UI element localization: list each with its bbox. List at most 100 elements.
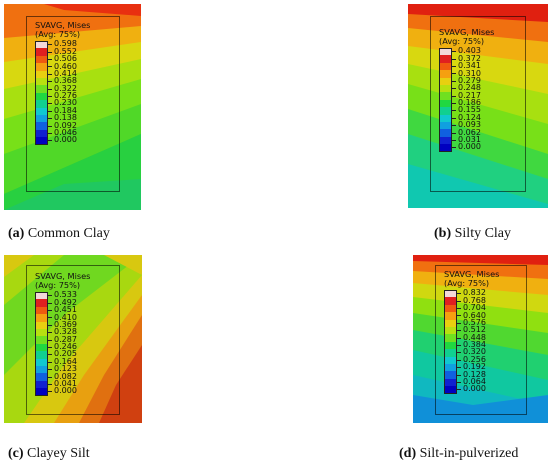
legend-swatch (35, 122, 48, 130)
legend-value: 0.414 (54, 68, 77, 78)
legend-row: 0.000 (444, 385, 499, 394)
legend-tick (48, 317, 52, 319)
legend-row: 0.186 (439, 98, 494, 108)
legend-swatch (444, 297, 457, 305)
legend-swatch (444, 341, 457, 350)
legend-row: 0.512 (444, 325, 499, 335)
legend-row: 0.093 (439, 120, 494, 130)
legend-row: 0.310 (439, 68, 494, 78)
legend-swatch (444, 371, 457, 379)
caption-c: (c) Clayey Silt (8, 446, 90, 462)
legend-row: 0.640 (444, 311, 499, 320)
legend-subtitle: (Avg: 75%) (35, 29, 81, 40)
legend-swatch (35, 92, 48, 101)
legend-row: 0.533 (35, 290, 90, 300)
legend-row: 0.276 (35, 91, 90, 101)
caption-text: Common Clay (24, 226, 110, 241)
legend-value: 0.310 (458, 68, 481, 78)
legend-tick (48, 59, 52, 60)
legend-rows: 0.598 0.552 0.506 0.460 0.414 0.368 0.322 0.276… (35, 40, 90, 145)
legend-tick (48, 376, 52, 378)
legend-swatch (35, 373, 48, 381)
legend-d: SVAVG, Mises (Avg: 75%) 0.832 0.768 0.704 0… (444, 269, 500, 394)
legend-swatch (444, 312, 457, 320)
legend-row: 0.062 (439, 127, 494, 137)
legend-value: 0.552 (54, 46, 77, 56)
legend-tick (48, 88, 52, 90)
section-outline-c (26, 265, 120, 415)
legend-swatch (439, 99, 452, 108)
section-outline-a (26, 16, 120, 192)
caption-letter: (b) (434, 226, 452, 241)
legend-tick (452, 51, 456, 53)
legend-swatch (35, 55, 48, 64)
legend-value: 0.320 (463, 347, 486, 357)
legend-value: 0.256 (463, 354, 486, 364)
legend-row: 0.000 (35, 135, 90, 145)
legend-tick (48, 95, 52, 97)
legend-swatch (35, 351, 48, 359)
legend-value: 0.186 (458, 98, 481, 108)
legend-row: 0.000 (35, 387, 90, 396)
legend-value: 0.192 (463, 362, 486, 372)
legend-value: 0.512 (463, 325, 486, 335)
legend-subtitle: (Avg: 75%) (444, 278, 490, 289)
legend-swatch (35, 292, 48, 300)
legend-tick (457, 293, 461, 295)
legend-tick (457, 330, 461, 332)
legend-swatch (444, 334, 457, 342)
legend-tick (452, 58, 456, 60)
legend-value: 0.533 (54, 290, 77, 300)
legend-tick (48, 132, 52, 134)
legend-value: 0.217 (458, 90, 481, 100)
legend-row: 0.155 (439, 106, 494, 115)
legend-value: 0.064 (463, 377, 486, 387)
legend-row: 0.184 (35, 106, 90, 115)
legend-value: 0.704 (463, 303, 486, 313)
legend-value: 0.328 (54, 327, 77, 337)
legend-tick (452, 132, 456, 134)
legend-title: SVAVG, Mises (444, 269, 500, 279)
legend-value: 0.031 (458, 135, 481, 145)
legend-row: 0.384 (444, 340, 499, 350)
legend-value: 0.093 (458, 120, 481, 130)
legend-swatch (439, 77, 452, 85)
legend-row: 0.082 (35, 372, 90, 381)
legend-tick (48, 324, 52, 326)
legend-swatch (35, 85, 48, 93)
legend-value: 0.448 (463, 332, 486, 342)
legend-swatch (35, 70, 48, 78)
legend-row: 0.410 (35, 313, 90, 322)
legend-tick (48, 73, 52, 75)
legend-swatch (35, 358, 48, 366)
legend-tick (48, 302, 52, 304)
legend-swatch (444, 363, 457, 372)
legend-row: 0.217 (439, 90, 494, 100)
legend-tick (48, 118, 52, 120)
legend-row: 0.046 (35, 128, 90, 138)
legend-tick (48, 391, 52, 393)
legend-swatch (35, 314, 48, 322)
legend-value: 0.062 (458, 127, 481, 137)
legend-value: 0.000 (54, 135, 77, 145)
legend-row: 0.138 (35, 113, 90, 123)
legend-tick (48, 295, 52, 297)
legend-value: 0.372 (458, 53, 481, 63)
legend-b: SVAVG, Mises (Avg: 75%) 0.403 0.372 0.341 0… (439, 27, 494, 152)
legend-tick (457, 315, 461, 317)
mask-a (141, 4, 281, 244)
legend-row: 0.248 (439, 83, 494, 93)
legend-row: 0.000 (439, 143, 494, 152)
legend-tick (457, 308, 461, 309)
legend-tick (48, 361, 52, 363)
legend-swatch (35, 41, 48, 49)
legend-value: 0.492 (54, 297, 77, 307)
legend-tick (452, 147, 456, 149)
legend-tick (48, 44, 52, 46)
legend-row: 0.230 (35, 99, 90, 108)
legend-swatch (439, 107, 452, 115)
legend-swatch (439, 144, 452, 152)
legend-row: 0.192 (444, 362, 499, 372)
legend-row: 0.246 (35, 342, 90, 352)
legend-swatch (35, 336, 48, 344)
